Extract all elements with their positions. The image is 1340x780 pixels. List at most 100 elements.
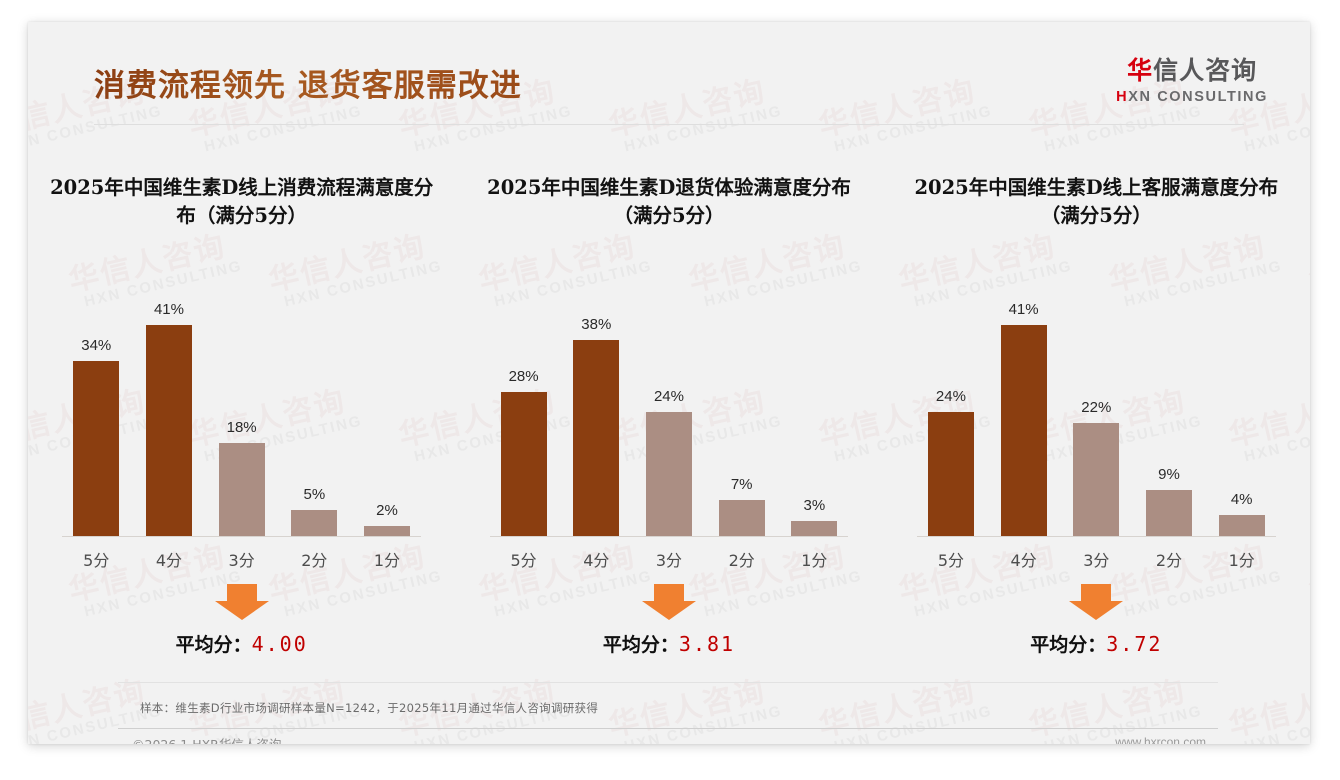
bar-slot[interactable]: 24% <box>635 262 703 536</box>
charts-row: 2025年中国维生素D线上消费流程满意度分布（满分5分） 34% 41% 18% 5% 2… <box>28 152 1310 672</box>
bar-slot[interactable]: 38% <box>562 262 630 536</box>
company-logo: 华信人咨询 HXN CONSULTING <box>1116 58 1268 105</box>
average-score: 平均分：3.81 <box>455 630 882 657</box>
bar-value-label: 2% <box>376 501 398 519</box>
x-axis-line <box>916 536 1276 537</box>
average-score-value: 3.72 <box>1106 632 1163 656</box>
logo-chinese-rest: 信人咨询 <box>1153 56 1258 85</box>
slide-footer: ©2026.1 HXR华信人咨询 www.hxrcon.com <box>28 734 1310 744</box>
plot-area: 28% 38% 24% 7% 3% <box>455 262 882 537</box>
bar-value-label: 4% <box>1230 491 1253 509</box>
header-divider <box>94 124 1244 125</box>
bar[interactable] <box>291 510 338 536</box>
bar-slot[interactable]: 4% <box>1208 262 1276 536</box>
bar-value-label: 41% <box>153 300 184 318</box>
bar[interactable] <box>1000 324 1047 536</box>
footnote-divider <box>118 682 1218 683</box>
bar-value-label: 28% <box>508 367 539 385</box>
logo-chinese: 华信人咨询 <box>1116 58 1268 83</box>
bar-slot[interactable]: 41% <box>990 262 1058 536</box>
bar-slot[interactable]: 34% <box>62 262 130 536</box>
average-score-label: 平均分： <box>175 634 252 656</box>
bar-slot[interactable]: 5% <box>280 262 348 536</box>
bar[interactable] <box>645 412 692 536</box>
average-score-value: 3.81 <box>678 632 736 656</box>
bar-slot[interactable]: 41% <box>135 262 203 536</box>
bar-value-label: 18% <box>226 419 257 437</box>
bar-value-label: 34% <box>81 336 112 354</box>
watermark-chinese: 华信人咨询 <box>605 674 770 743</box>
x-axis-tick-label: 5分 <box>510 551 537 570</box>
average-score: 平均分：3.72 <box>883 630 1310 657</box>
bar[interactable] <box>1218 515 1265 536</box>
bar[interactable] <box>718 499 765 536</box>
x-axis-tick-label: 1分 <box>373 551 401 570</box>
bar-value-label: 5% <box>303 486 326 504</box>
x-axis-labels: 5分 4分 3分 2分 1分 <box>917 547 1276 571</box>
bar-value-label: 7% <box>730 475 753 493</box>
average-score-value: 4.00 <box>251 632 308 656</box>
x-axis-tick-label: 4分 <box>583 551 610 570</box>
chart-panel-3: 2025年中国维生素D线上客服满意度分布（满分5分） 24% 41% 22% 9% 4% 5… <box>883 152 1310 672</box>
x-axis-tick-label: 1分 <box>1228 551 1255 570</box>
bar[interactable] <box>1073 422 1120 536</box>
watermark-chinese: 华信人咨询 <box>815 674 980 743</box>
bar[interactable] <box>145 324 192 536</box>
watermark-chinese: 华信人咨询 <box>1225 674 1310 743</box>
website-url[interactable]: www.hxrcon.com <box>1115 735 1206 744</box>
chart-title: 2025年中国维生素D线上消费流程满意度分布（满分5分） <box>50 176 434 228</box>
bar[interactable] <box>1145 489 1192 536</box>
bar-value-label: 24% <box>653 388 684 406</box>
bar-slot[interactable]: 7% <box>708 262 776 536</box>
bar-slot[interactable]: 28% <box>490 262 558 536</box>
bar[interactable] <box>73 360 120 536</box>
bar[interactable] <box>927 412 974 536</box>
page-title: 消费流程领先 退货客服需改进 <box>94 60 522 105</box>
bar-slot[interactable]: 18% <box>208 262 276 536</box>
logo-english-rest: XN CONSULTING <box>1128 89 1268 105</box>
x-axis-tick-label: 4分 <box>155 551 183 570</box>
bar-value-label: 22% <box>1081 398 1112 416</box>
chart-title: 2025年中国维生素D退货体验满意度分布（满分5分） <box>487 176 851 228</box>
bar[interactable] <box>364 525 411 536</box>
bar[interactable] <box>573 340 620 536</box>
slide-header: 消费流程领先 退货客服需改进 华信人咨询 HXN CONSULTING <box>28 22 1310 125</box>
x-axis-line <box>489 536 849 537</box>
x-axis-labels: 5分 4分 3分 2分 1分 <box>490 547 849 571</box>
down-arrow-icon <box>214 584 269 620</box>
arrow-container <box>883 584 1310 620</box>
bar-slot[interactable]: 9% <box>1135 262 1203 536</box>
x-axis-tick-label: 5分 <box>937 551 965 570</box>
logo-english-accent: H <box>1116 89 1129 105</box>
down-arrow-icon <box>641 584 696 620</box>
bar-slot[interactable]: 24% <box>917 262 985 536</box>
average-score-label: 平均分： <box>1030 634 1107 656</box>
logo-english: HXN CONSULTING <box>1116 90 1268 105</box>
arrow-container <box>455 584 882 620</box>
bar-value-label: 38% <box>581 316 612 334</box>
chart-panel-2: 2025年中国维生素D退货体验满意度分布（满分5分） 28% 38% 24% 7% 3% 5… <box>455 152 882 672</box>
bar-slot[interactable]: 3% <box>780 262 848 536</box>
bar[interactable] <box>218 443 265 536</box>
bar-slot[interactable]: 2% <box>353 262 421 536</box>
bar-group: 28% 38% 24% 7% 3% <box>490 262 849 536</box>
x-axis-labels: 5分 4分 3分 2分 1分 <box>62 547 421 571</box>
bar[interactable] <box>791 520 838 536</box>
chart-panel-1: 2025年中国维生素D线上消费流程满意度分布（满分5分） 34% 41% 18% 5% 2… <box>28 152 455 672</box>
x-axis-tick-label: 2分 <box>301 551 328 570</box>
x-axis-tick-label: 1分 <box>801 551 828 570</box>
bar-group: 34% 41% 18% 5% 2% <box>62 262 421 536</box>
bar-group: 24% 41% 22% 9% 4% <box>917 262 1276 536</box>
down-arrow-icon <box>1069 584 1124 620</box>
bar-value-label: 41% <box>1008 300 1039 318</box>
bar-slot[interactable]: 22% <box>1062 262 1130 536</box>
bar[interactable] <box>500 391 547 536</box>
plot-area: 34% 41% 18% 5% 2% <box>28 262 455 537</box>
footer-divider <box>118 728 1218 729</box>
bar-value-label: 3% <box>803 496 826 514</box>
bar-value-label: 9% <box>1158 465 1180 483</box>
watermark-chinese: 华信人咨询 <box>1025 674 1190 743</box>
